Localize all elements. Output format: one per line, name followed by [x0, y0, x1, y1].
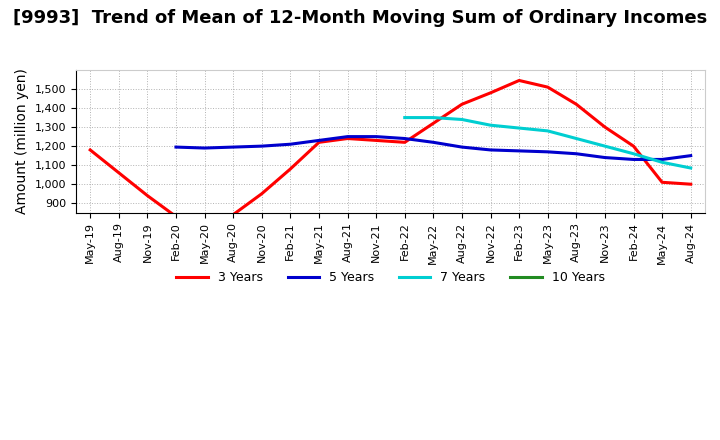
5 Years: [200, 145, 209, 150]
5 Years: [515, 148, 523, 154]
7 Years: [658, 160, 667, 165]
7 Years: [629, 151, 638, 156]
7 Years: [486, 123, 495, 128]
5 Years: [372, 134, 380, 139]
3 Years: [400, 139, 409, 145]
5 Years: [286, 142, 294, 147]
5 Years: [258, 143, 266, 149]
5 Years: [600, 155, 609, 160]
3 Years: [114, 170, 123, 176]
3 Years: [286, 166, 294, 172]
3 Years: [572, 102, 580, 107]
3 Years: [171, 214, 180, 219]
5 Years: [686, 153, 695, 158]
3 Years: [372, 138, 380, 143]
5 Years: [658, 157, 667, 162]
3 Years: [343, 136, 352, 141]
5 Years: [572, 151, 580, 156]
3 Years: [200, 216, 209, 221]
7 Years: [458, 117, 467, 122]
3 Years: [686, 182, 695, 187]
3 Years: [658, 180, 667, 185]
7 Years: [400, 115, 409, 120]
3 Years: [143, 193, 152, 198]
5 Years: [343, 134, 352, 139]
5 Years: [458, 144, 467, 150]
5 Years: [315, 138, 323, 143]
7 Years: [572, 136, 580, 141]
7 Years: [429, 115, 438, 120]
3 Years: [86, 147, 94, 153]
3 Years: [544, 84, 552, 90]
3 Years: [229, 212, 238, 217]
5 Years: [400, 136, 409, 141]
Line: 7 Years: 7 Years: [405, 117, 690, 168]
5 Years: [629, 157, 638, 162]
5 Years: [171, 144, 180, 150]
7 Years: [515, 125, 523, 131]
Text: [9993]  Trend of Mean of 12-Month Moving Sum of Ordinary Incomes: [9993] Trend of Mean of 12-Month Moving …: [13, 9, 707, 27]
5 Years: [544, 149, 552, 154]
7 Years: [600, 143, 609, 149]
3 Years: [600, 125, 609, 130]
3 Years: [258, 191, 266, 196]
5 Years: [429, 139, 438, 145]
3 Years: [458, 102, 467, 107]
5 Years: [486, 147, 495, 153]
3 Years: [315, 139, 323, 145]
3 Years: [486, 90, 495, 95]
3 Years: [515, 78, 523, 83]
7 Years: [544, 128, 552, 134]
3 Years: [429, 121, 438, 126]
7 Years: [686, 165, 695, 171]
Y-axis label: Amount (million yen): Amount (million yen): [15, 69, 29, 214]
Line: 3 Years: 3 Years: [90, 81, 690, 218]
3 Years: [629, 143, 638, 149]
Line: 5 Years: 5 Years: [176, 136, 690, 159]
Legend: 3 Years, 5 Years, 7 Years, 10 Years: 3 Years, 5 Years, 7 Years, 10 Years: [171, 266, 610, 289]
5 Years: [229, 144, 238, 150]
